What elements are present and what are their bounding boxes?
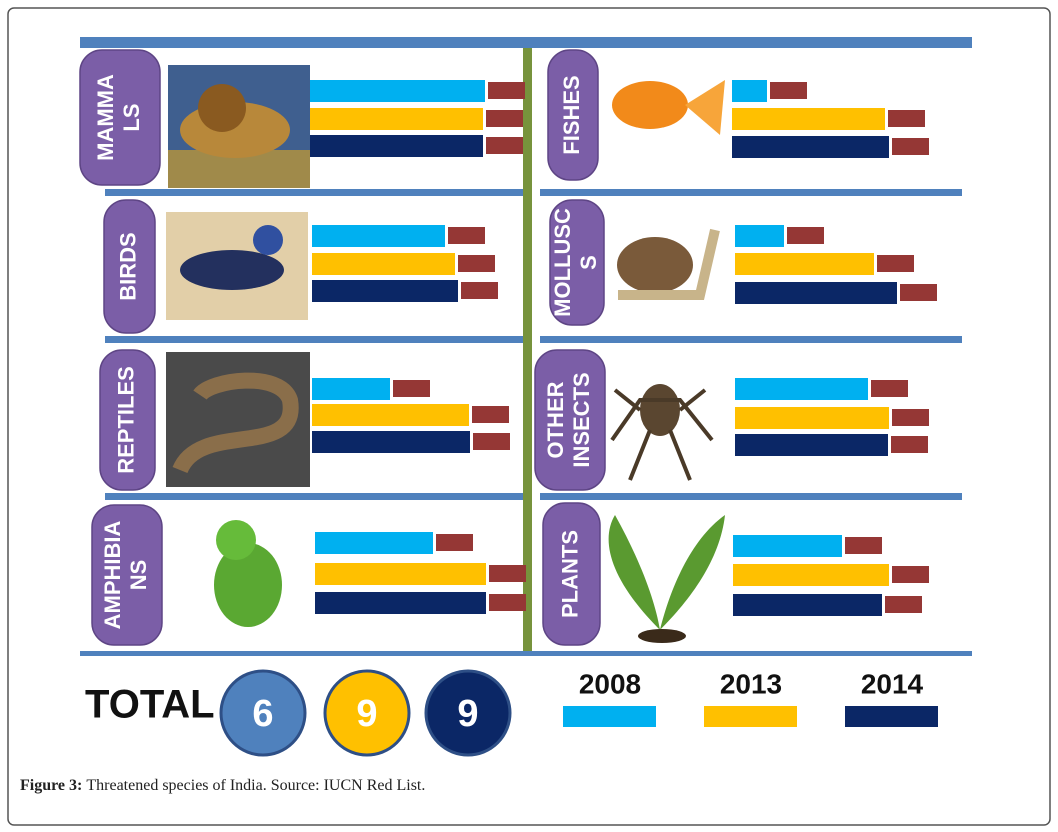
legend-swatch [563,706,656,727]
bar [312,280,458,302]
total-circle [424,669,512,757]
bar-cap [787,227,824,244]
bottom-rule [80,651,972,656]
legend-label: 2013 [720,668,782,699]
bar [732,136,889,158]
bar-cap [845,537,882,554]
bar-cap [770,82,807,99]
category-pill [103,199,156,334]
bar-cap [486,137,523,154]
category-label: FISHES [559,75,584,154]
bar [733,535,842,557]
caption-label: Figure 3: [20,777,82,794]
bar [312,225,445,247]
legend-label: 2008 [579,668,641,699]
row-separators [105,189,962,500]
bar [310,108,483,130]
legend-label: 2014 [861,668,924,699]
category-pill [547,49,599,181]
category-label: MOLLUSC [550,208,575,317]
category-pill [534,349,606,491]
bar [733,594,882,616]
bar [735,378,868,400]
bar [312,378,390,400]
bar-cap [472,406,509,423]
legend-swatch [704,706,797,727]
bar-cap [877,255,914,272]
total-value: 9 [457,693,478,735]
bar [310,80,485,102]
bar-cap [892,566,929,583]
bar [733,564,889,586]
caption: Figure 3: Threatened species of India. So… [20,777,425,794]
bar-cap [458,255,495,272]
legend-swatch [845,706,938,727]
category-label: MAMMA [93,74,118,161]
bar [312,431,470,453]
bar-cap [488,82,525,99]
bar [312,253,455,275]
category-label: INSECTS [569,372,594,467]
center-divider [523,48,532,651]
bar [735,225,784,247]
total-circle [219,669,307,757]
total-circle [323,669,411,757]
bar [315,563,486,585]
category-label: PLANTS [557,530,582,618]
bar-cap [892,409,929,426]
bar-cap [486,110,523,127]
total-value: 6 [252,693,273,735]
category-pill [99,349,156,491]
bar [735,434,888,456]
category-label: NS [126,560,151,591]
photos [166,65,725,643]
category-pill [549,199,605,326]
category-pill [542,502,601,646]
bar [735,282,897,304]
caption-text: Threatened species of India. Source: IUC… [86,777,425,794]
bar [310,135,483,157]
bar-cap [436,534,473,551]
bar-cap [473,433,510,450]
frame [7,7,1051,826]
total-label: TOTAL [85,683,215,727]
bar-cap [885,596,922,613]
category-label: OTHER [543,381,568,458]
bar [315,532,433,554]
bar-cap [393,380,430,397]
category-label: LS [119,103,144,131]
bar-cap [448,227,485,244]
bar-cap [871,380,908,397]
category-pill [91,504,163,646]
bar-cap [489,565,526,582]
total-value: 9 [356,693,377,735]
bar-cap [461,282,498,299]
bar [732,80,767,102]
bar [732,108,885,130]
bar-cap [489,594,526,611]
bar [312,404,469,426]
bar-cap [891,436,928,453]
category-label: AMPHIBIA [100,521,125,630]
bar-cap [888,110,925,127]
bar [315,592,486,614]
bar-cap [900,284,937,301]
bar-cap [892,138,929,155]
category-label: S [576,255,601,270]
category-label: BIRDS [115,232,140,300]
bar [735,407,889,429]
category-label: REPTILES [113,366,138,474]
top-rule [80,37,972,48]
category-pill [79,49,161,186]
bar [735,253,874,275]
